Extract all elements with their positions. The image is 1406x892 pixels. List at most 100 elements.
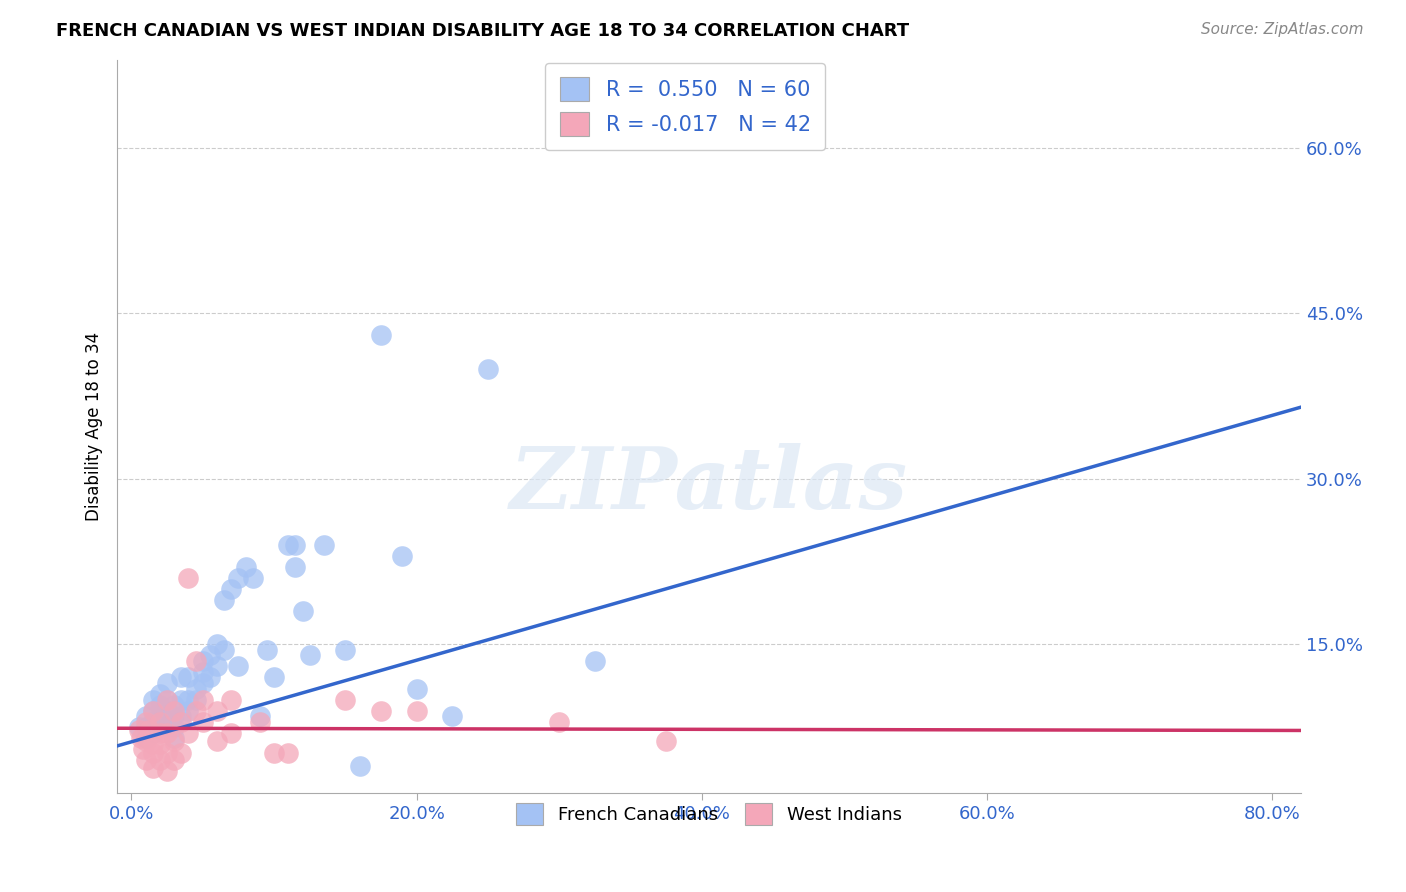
Point: [131, 731, 153, 746]
Point: [156, 676, 179, 690]
Point: [149, 709, 172, 723]
Point: [135, 720, 157, 734]
Point: [370, 704, 392, 718]
Point: [312, 538, 335, 552]
Y-axis label: Disability Age 18 to 34: Disability Age 18 to 34: [86, 332, 103, 521]
Point: [228, 659, 250, 673]
Point: [205, 637, 228, 651]
Point: [228, 571, 250, 585]
Point: [242, 571, 264, 585]
Point: [277, 746, 299, 760]
Point: [149, 753, 172, 767]
Point: [177, 704, 200, 718]
Point: [191, 665, 214, 679]
Point: [142, 761, 165, 775]
Point: [191, 692, 214, 706]
Point: [249, 709, 271, 723]
Point: [135, 734, 157, 748]
Point: [548, 714, 571, 729]
Point: [142, 714, 165, 729]
Point: [132, 742, 155, 756]
Point: [256, 643, 278, 657]
Point: [263, 671, 285, 685]
Point: [405, 704, 427, 718]
Point: [583, 654, 606, 668]
Point: [128, 720, 150, 734]
Point: [142, 737, 165, 751]
Point: [163, 698, 186, 712]
Text: Source: ZipAtlas.com: Source: ZipAtlas.com: [1201, 22, 1364, 37]
Point: [135, 753, 157, 767]
Point: [142, 704, 165, 718]
Point: [142, 746, 165, 760]
Point: [349, 758, 371, 772]
Point: [138, 723, 160, 738]
Point: [156, 746, 179, 760]
Point: [335, 643, 357, 657]
Point: [156, 692, 179, 706]
Point: [142, 692, 165, 706]
Point: [177, 692, 200, 706]
Point: [170, 671, 193, 685]
Point: [170, 746, 193, 760]
Point: [128, 723, 150, 738]
Point: [177, 725, 200, 739]
Point: [135, 714, 157, 729]
Point: [184, 692, 207, 706]
Point: [263, 746, 285, 760]
Point: [135, 709, 157, 723]
Point: [156, 692, 179, 706]
Point: [156, 725, 179, 739]
Point: [219, 582, 242, 597]
Point: [198, 648, 221, 663]
Point: [405, 681, 427, 696]
Point: [142, 704, 165, 718]
Point: [135, 731, 157, 746]
Point: [205, 704, 228, 718]
Point: [163, 709, 186, 723]
Point: [335, 692, 357, 706]
Point: [370, 328, 392, 343]
Point: [441, 709, 464, 723]
Point: [205, 734, 228, 748]
Point: [477, 361, 499, 376]
Point: [212, 593, 235, 607]
Point: [219, 725, 242, 739]
Point: [235, 560, 257, 574]
Point: [219, 692, 242, 706]
Point: [212, 643, 235, 657]
Point: [177, 571, 200, 585]
Point: [149, 687, 172, 701]
Point: [163, 753, 186, 767]
Point: [291, 604, 314, 618]
Point: [191, 714, 214, 729]
Point: [391, 549, 413, 563]
Point: [184, 654, 207, 668]
Point: [284, 538, 307, 552]
Point: [156, 704, 179, 718]
Point: [163, 704, 186, 718]
Point: [655, 119, 678, 133]
Text: FRENCH CANADIAN VS WEST INDIAN DISABILITY AGE 18 TO 34 CORRELATION CHART: FRENCH CANADIAN VS WEST INDIAN DISABILIT…: [56, 22, 910, 40]
Point: [163, 734, 186, 748]
Point: [170, 709, 193, 723]
Point: [184, 681, 207, 696]
Point: [191, 654, 214, 668]
Text: ZIPatlas: ZIPatlas: [510, 443, 908, 527]
Point: [198, 671, 221, 685]
Point: [149, 714, 172, 729]
Point: [184, 704, 207, 718]
Point: [191, 676, 214, 690]
Point: [156, 714, 179, 729]
Point: [149, 725, 172, 739]
Point: [177, 671, 200, 685]
Point: [142, 725, 165, 739]
Point: [205, 659, 228, 673]
Point: [298, 648, 321, 663]
Point: [170, 692, 193, 706]
Point: [163, 720, 186, 734]
Point: [277, 538, 299, 552]
Point: [249, 714, 271, 729]
Point: [156, 764, 179, 779]
Point: [149, 698, 172, 712]
